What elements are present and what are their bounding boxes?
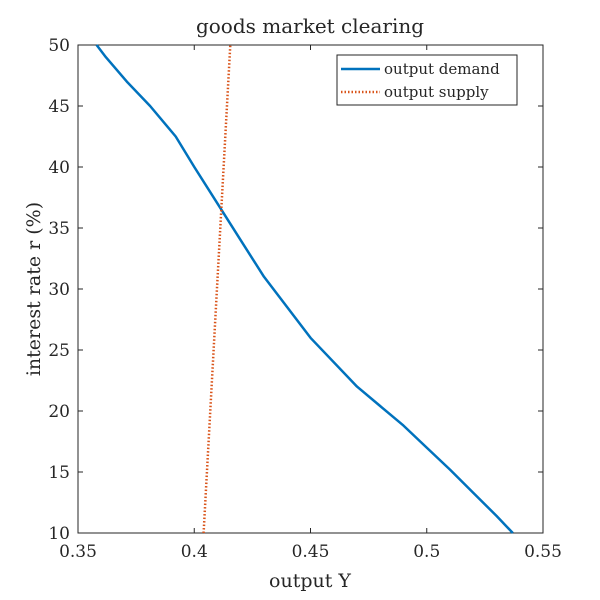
series-line-output-supply <box>202 44 232 534</box>
x-tick-label: 0.5 <box>413 542 440 562</box>
x-tick-label: 0.4 <box>181 542 208 562</box>
legend-box <box>336 54 518 106</box>
x-tick-label: 0.35 <box>59 542 97 562</box>
legend-label-output-supply: output supply <box>384 83 489 101</box>
chart-title: goods market clearing <box>196 14 424 38</box>
y-tick-label: 35 <box>48 219 70 239</box>
axis-ticks <box>77 44 544 534</box>
tick-labels: 0.35 0.4 0.45 0.5 0.55 10 15 20 25 30 35 40 45 50 <box>48 36 562 562</box>
y-tick-label: 40 <box>48 158 70 178</box>
x-tick-label: 0.55 <box>524 542 562 562</box>
series-lines <box>95 44 514 534</box>
series-line-output-demand <box>95 44 514 534</box>
x-tick-label: 0.45 <box>292 542 330 562</box>
legend: output demand output supply <box>336 54 518 106</box>
x-axis-label: output Y <box>269 570 351 592</box>
legend-label-output-demand: output demand <box>384 60 500 78</box>
y-tick-label: 20 <box>48 402 70 422</box>
y-tick-label: 30 <box>48 280 70 300</box>
y-tick-label: 25 <box>48 341 70 361</box>
y-axis-label: interest rate r (%) <box>23 202 45 376</box>
y-tick-label: 15 <box>48 463 70 483</box>
y-tick-label: 10 <box>48 524 70 544</box>
y-tick-label: 50 <box>48 36 70 56</box>
plot-area <box>77 44 544 534</box>
y-tick-label: 45 <box>48 97 70 117</box>
